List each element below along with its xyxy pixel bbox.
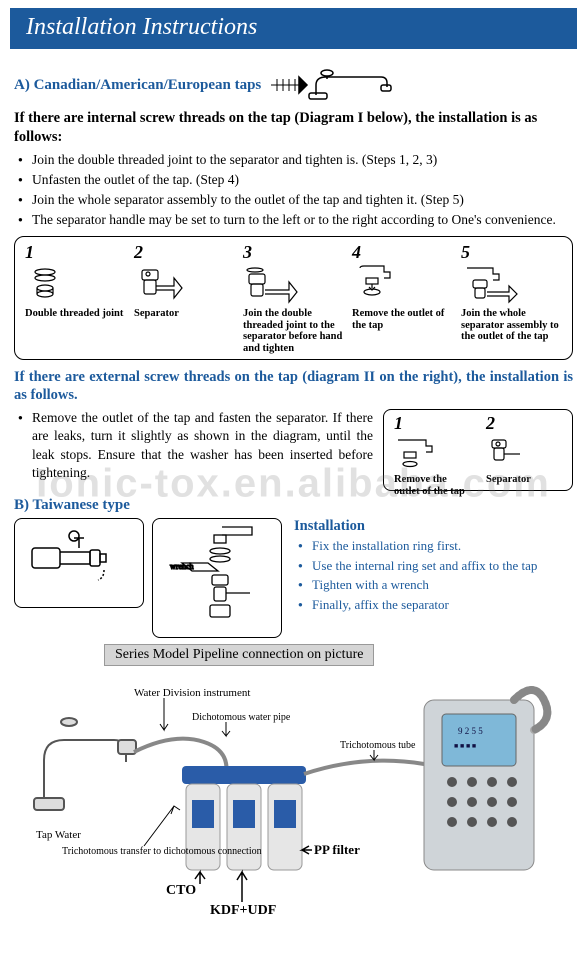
tap-water-label: Tap Water	[36, 829, 81, 841]
svg-text:■ ■ ■ ■: ■ ■ ■ ■	[454, 742, 476, 750]
kdf-label: KDF+UDF	[210, 903, 276, 918]
list-item: Join the double threaded joint to the se…	[32, 151, 573, 169]
svg-text:9 2 5 5: 9 2 5 5	[458, 726, 483, 736]
external-intro: If there are external screw threads on t…	[14, 368, 573, 406]
internal-intro: If there are internal screw threads on t…	[14, 109, 573, 147]
list-item: Fix the installation ring first.	[312, 537, 573, 555]
ttd-label: Trichotomous transfer to dichotomous con…	[62, 846, 262, 857]
pp-label: PP filter	[314, 842, 360, 857]
wdi-label: Water Division instrument	[134, 687, 250, 699]
section-b-heading: B) Taiwanese type	[14, 497, 573, 514]
step-2: 2 Separator	[482, 414, 566, 486]
step-3: 3 Join the double threaded joint to the …	[239, 243, 348, 355]
list-item: Remove the outlet of the tap and fasten …	[32, 409, 373, 482]
step-number: 1	[25, 242, 34, 262]
list-item: Join the whole separator assembly to the…	[32, 191, 573, 209]
section-a-heading: A) Canadian/American/European taps	[14, 77, 261, 94]
taiwan-tap-diagram	[14, 518, 144, 608]
step-number: 2	[134, 242, 143, 262]
install-bullets: Fix the installation ring first. Use the…	[294, 537, 573, 613]
pipeline-title: Series Model Pipeline connection on pict…	[104, 644, 374, 666]
step-number: 5	[461, 242, 470, 262]
step-caption: Double threaded joint	[25, 308, 126, 320]
dwp-label: Dichotomous water pipe	[192, 712, 291, 723]
list-item: Use the internal ring set and affix to t…	[312, 557, 573, 575]
step-caption: Separator	[134, 308, 235, 320]
cto-label: CTO	[166, 883, 196, 898]
step-number: 1	[394, 413, 403, 433]
page-title: Installation Instructions	[10, 8, 577, 49]
pipeline-diagram: Tap Water Water Division instrument Dich…	[14, 670, 573, 920]
tap-icon	[271, 67, 401, 103]
step-caption: Remove the outlet of the tap	[352, 308, 453, 331]
step-1: 1 Remove the outlet of the tap	[390, 414, 474, 486]
step-number: 4	[352, 242, 361, 262]
step-4: 4 Remove the outlet of the tap	[348, 243, 457, 355]
diagram-2: 1 Remove the outlet of the tap 2 Separat…	[383, 409, 573, 491]
list-item: The separator handle may be set to turn …	[32, 211, 573, 229]
taiwan-install-diagram: wrench	[152, 518, 282, 638]
list-item: Finally, affix the separator	[312, 596, 573, 614]
step-caption: Remove the outlet of the tap	[394, 474, 470, 497]
step-number: 2	[486, 413, 495, 433]
external-bullets: Remove the outlet of the tap and fasten …	[14, 409, 373, 482]
diagram-1: 1 Double threaded joint 2 Separator 3	[14, 236, 573, 360]
installation-heading: Installation	[294, 518, 573, 535]
step-caption: Separator	[486, 474, 562, 486]
step-caption: Join the whole separator assembly to the…	[461, 308, 562, 343]
step-5: 5 Join the whole separator assembly to t…	[457, 243, 566, 355]
svg-text:wrench: wrench	[170, 562, 194, 571]
list-item: Unfasten the outlet of the tap. (Step 4)	[32, 171, 573, 189]
step-1: 1 Double threaded joint	[21, 243, 130, 355]
step-number: 3	[243, 242, 252, 262]
step-caption: Join the double threaded joint to the se…	[243, 308, 344, 354]
internal-bullets: Join the double threaded joint to the se…	[14, 151, 573, 230]
list-item: Tighten with a wrench	[312, 576, 573, 594]
step-2: 2 Separator	[130, 243, 239, 355]
tt-label: Trichotomous tube	[340, 740, 416, 751]
